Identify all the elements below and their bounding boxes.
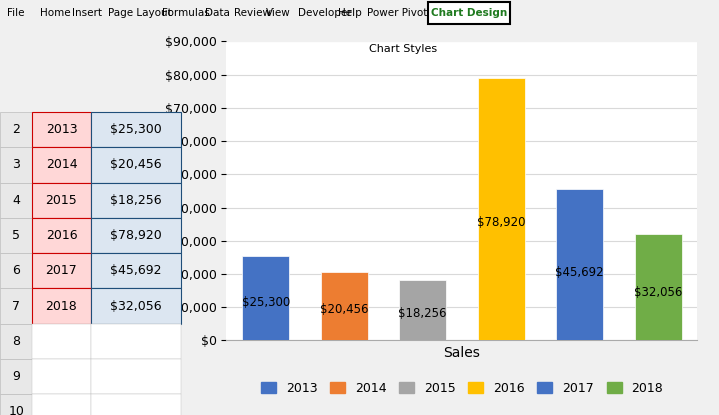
Bar (32, 183, 91, 218)
Bar (0, 253, 32, 288)
Bar (32, 218, 91, 253)
Text: $25,300: $25,300 (110, 123, 162, 136)
Text: $32,056: $32,056 (634, 286, 682, 299)
Text: 5: 5 (12, 229, 20, 242)
Bar (32, 253, 91, 288)
Text: Chart Design: Chart Design (431, 8, 508, 19)
Text: Home: Home (40, 8, 70, 19)
Bar (91, 147, 181, 183)
Text: 10: 10 (8, 405, 24, 415)
Text: 2014: 2014 (46, 159, 77, 171)
Text: $20,456: $20,456 (110, 159, 162, 171)
Bar (556, 188, 603, 340)
Text: Power Pivot: Power Pivot (367, 8, 427, 19)
Text: 2017: 2017 (45, 264, 78, 277)
Text: 4: 4 (12, 194, 20, 207)
Bar (32, 288, 91, 324)
Bar (0, 147, 32, 183)
Bar (0, 324, 32, 359)
Bar (91, 324, 181, 359)
Text: Review: Review (234, 8, 270, 19)
Text: $18,256: $18,256 (110, 194, 162, 207)
Bar (321, 272, 367, 340)
Text: $25,300: $25,300 (242, 296, 290, 309)
Text: Help: Help (338, 8, 362, 19)
Text: 2013: 2013 (46, 123, 77, 136)
Bar (32, 359, 91, 394)
Text: Page Layout: Page Layout (108, 8, 172, 19)
Text: 9: 9 (12, 370, 20, 383)
Text: Insert: Insert (72, 8, 102, 19)
Bar (0, 288, 32, 324)
Text: 2016: 2016 (46, 229, 77, 242)
Text: 8: 8 (12, 335, 20, 348)
Bar (91, 288, 181, 324)
Bar (477, 78, 525, 340)
Text: $78,920: $78,920 (477, 216, 526, 229)
Text: Formulas: Formulas (162, 8, 209, 19)
Text: 2015: 2015 (45, 194, 78, 207)
Bar (91, 359, 181, 394)
Text: 7: 7 (12, 300, 20, 312)
Text: 2: 2 (12, 123, 20, 136)
Text: 6: 6 (12, 264, 20, 277)
X-axis label: Sales: Sales (444, 346, 480, 360)
Bar (0, 112, 32, 147)
Bar (0, 218, 32, 253)
Bar (32, 147, 91, 183)
Bar (0, 359, 32, 394)
Bar (242, 256, 289, 340)
Text: $45,692: $45,692 (110, 264, 162, 277)
Bar (635, 234, 682, 340)
Bar (428, 2, 510, 24)
Bar (399, 280, 446, 340)
Bar (32, 324, 91, 359)
Text: File: File (7, 8, 24, 19)
Text: $20,456: $20,456 (320, 303, 368, 316)
Text: View: View (266, 8, 290, 19)
Text: 2018: 2018 (45, 300, 78, 312)
Text: Chart Styles: Chart Styles (369, 44, 436, 54)
Bar (32, 112, 91, 147)
Text: $32,056: $32,056 (110, 300, 162, 312)
Text: Developer: Developer (298, 8, 352, 19)
Bar (32, 394, 91, 415)
Bar (0, 183, 32, 218)
Text: $45,692: $45,692 (555, 266, 604, 278)
Legend: 2013, 2014, 2015, 2016, 2017, 2018: 2013, 2014, 2015, 2016, 2017, 2018 (256, 377, 668, 400)
Text: $78,920: $78,920 (110, 229, 162, 242)
Bar (91, 253, 181, 288)
Bar (91, 394, 181, 415)
Text: 3: 3 (12, 159, 20, 171)
Bar (91, 218, 181, 253)
Bar (91, 112, 181, 147)
Text: Data: Data (205, 8, 230, 19)
Bar (91, 183, 181, 218)
Text: $18,256: $18,256 (398, 307, 447, 320)
Bar (0, 394, 32, 415)
